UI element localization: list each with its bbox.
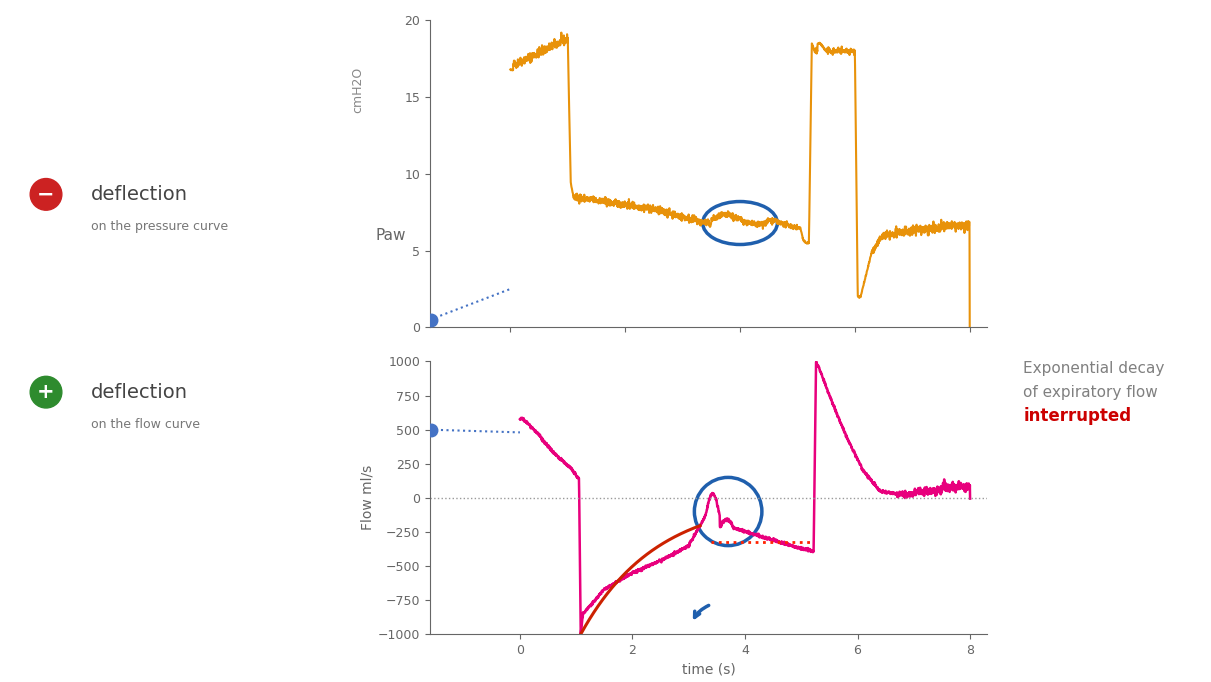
Text: Exponential decay: Exponential decay: [1023, 361, 1165, 376]
Text: of expiratory flow: of expiratory flow: [1023, 385, 1158, 400]
Y-axis label: Flow ml/s: Flow ml/s: [360, 465, 374, 531]
Text: cmH2O: cmH2O: [351, 67, 365, 113]
X-axis label: time (s): time (s): [682, 662, 735, 677]
Text: deflection: deflection: [91, 185, 188, 204]
Text: deflection: deflection: [91, 383, 188, 402]
Y-axis label: Paw: Paw: [375, 228, 406, 243]
Text: on the pressure curve: on the pressure curve: [91, 220, 228, 233]
Text: interrupted: interrupted: [1023, 407, 1131, 425]
Text: on the flow curve: on the flow curve: [91, 417, 200, 431]
Text: −: −: [38, 184, 54, 205]
Text: +: +: [38, 382, 54, 402]
